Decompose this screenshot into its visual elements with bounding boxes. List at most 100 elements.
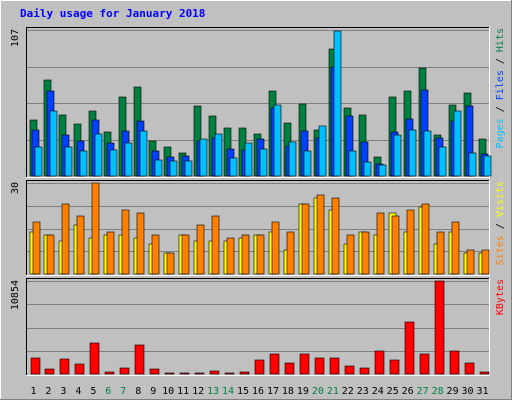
bar-pages-day-15: [244, 142, 253, 177]
y-axis-max-label: 107: [10, 29, 21, 47]
x-tick-label-day-14: 14: [222, 386, 234, 397]
bar-kbytes-day-4: [74, 363, 85, 375]
bar-sites-day-12: [196, 224, 205, 275]
bar-sites-day-21: [331, 197, 340, 275]
x-tick-label-day-30: 30: [462, 386, 474, 397]
bar-pages-day-31: [483, 155, 492, 177]
bar-pages-day-16: [259, 148, 268, 177]
x-tick-label-day-31: 31: [476, 386, 488, 397]
bar-pages-day-5: [94, 133, 103, 177]
x-tick-label-day-1: 1: [30, 386, 36, 397]
bar-sites-day-24: [376, 212, 385, 275]
bar-pages-day-20: [318, 125, 327, 177]
y-axis-max-label: 10854: [10, 280, 21, 310]
bar-sites-day-26: [406, 209, 415, 275]
bar-sites-day-14: [226, 237, 235, 275]
panel-kbytes: 10854 KBytes: [10, 278, 506, 376]
x-tick-label-day-15: 15: [237, 386, 249, 397]
x-tick-label-day-11: 11: [177, 386, 189, 397]
x-tick-label-day-27: 27: [417, 386, 429, 397]
bar-pages-day-19: [303, 150, 312, 177]
bar-pages-day-9: [154, 159, 163, 177]
bar-pages-day-23: [363, 161, 372, 177]
x-tick-label-day-18: 18: [282, 386, 294, 397]
bar-kbytes-day-5: [89, 342, 100, 375]
bar-sites-day-6: [106, 231, 115, 275]
bar-kbytes-day-7: [119, 367, 130, 375]
bar-kbytes-day-11: [179, 372, 190, 375]
x-tick-label-day-5: 5: [90, 386, 96, 397]
legend-part-2: /: [495, 100, 506, 118]
x-tick-label-day-17: 17: [267, 386, 279, 397]
bar-pages-day-11: [184, 160, 193, 177]
x-tick-label-day-24: 24: [372, 386, 384, 397]
bar-sites-day-18: [286, 231, 295, 275]
bar-sites-day-31: [481, 249, 490, 275]
bar-kbytes-day-3: [59, 358, 70, 375]
bar-pages-day-7: [124, 142, 133, 177]
bar-pages-day-21: [333, 30, 342, 177]
x-tick-label-day-21: 21: [327, 386, 339, 397]
bar-kbytes-day-24: [374, 350, 385, 375]
bar-kbytes-day-28: [434, 280, 445, 375]
bar-pages-day-13: [214, 133, 223, 177]
bar-kbytes-day-18: [284, 362, 295, 375]
x-tick-label-day-7: 7: [120, 386, 126, 397]
bar-pages-day-2: [49, 110, 58, 177]
panel-legend: Sites / Visits: [495, 181, 506, 265]
bar-kbytes-day-26: [404, 321, 415, 375]
panel-visits-sites: 30 Sites / Visits: [10, 180, 506, 276]
x-tick-label-day-3: 3: [60, 386, 66, 397]
bar-sites-day-13: [211, 215, 220, 275]
x-tick-label-day-8: 8: [135, 386, 141, 397]
bar-kbytes-day-25: [389, 359, 400, 375]
bar-kbytes-day-30: [464, 362, 475, 375]
x-tick-label-day-9: 9: [150, 386, 156, 397]
bar-pages-day-24: [378, 164, 387, 177]
bar-kbytes-day-16: [254, 359, 265, 375]
bar-pages-day-22: [348, 150, 357, 177]
bar-sites-day-23: [361, 231, 370, 275]
bar-sites-day-2: [46, 234, 55, 275]
bar-pages-day-18: [288, 141, 297, 177]
x-tick-label-day-22: 22: [342, 386, 354, 397]
y-axis-max-label: 30: [10, 182, 21, 194]
bar-pages-day-4: [79, 150, 88, 177]
bar-sites-day-11: [181, 234, 190, 275]
bar-sites-day-25: [391, 215, 400, 275]
bar-kbytes-day-21: [329, 357, 340, 375]
legend-part-5: Hits: [495, 28, 506, 52]
x-axis-labels: 1 2 3 4 5 6 7 8 9 10 11 12 13 14 15 16 17 18 19 20 21 22 23 24 2…: [30, 386, 488, 397]
bar-sites-day-7: [121, 209, 130, 275]
bar-kbytes-day-13: [209, 370, 220, 375]
panel-legend: KBytes: [495, 279, 506, 315]
bar-sites-day-19: [301, 203, 310, 275]
bar-kbytes-day-20: [314, 357, 325, 375]
chart-title: Daily usage for January 2018: [20, 7, 205, 20]
bar-pages-day-10: [169, 160, 178, 177]
bar-pages-day-3: [64, 146, 73, 177]
bar-sites-day-3: [61, 203, 70, 275]
bar-pages-day-17: [273, 104, 282, 177]
bar-pages-day-29: [453, 110, 462, 177]
bar-sites-day-27: [421, 203, 430, 275]
bar-sites-day-17: [271, 221, 280, 275]
x-tick-label-day-19: 19: [297, 386, 309, 397]
bar-kbytes-day-15: [239, 371, 250, 375]
x-tick-label-day-29: 29: [447, 386, 459, 397]
bar-pages-day-6: [109, 149, 118, 177]
bar-sites-day-10: [166, 252, 175, 275]
bar-kbytes-day-6: [104, 371, 115, 375]
legend-part-4: /: [495, 52, 506, 70]
bar-sites-day-20: [316, 194, 325, 275]
bar-sites-day-8: [136, 212, 145, 275]
panels: 107 Pages / Files / Hits 30 Sites / Visits 1…: [10, 27, 506, 376]
legend-part-3: Visits: [495, 181, 506, 217]
bar-kbytes-day-22: [344, 365, 355, 375]
x-tick-label-day-16: 16: [252, 386, 264, 397]
bar-sites-day-22: [346, 234, 355, 275]
bar-sites-day-28: [436, 231, 445, 275]
bar-sites-day-9: [151, 234, 160, 275]
panel-legend: Pages / Files / Hits: [495, 28, 506, 148]
